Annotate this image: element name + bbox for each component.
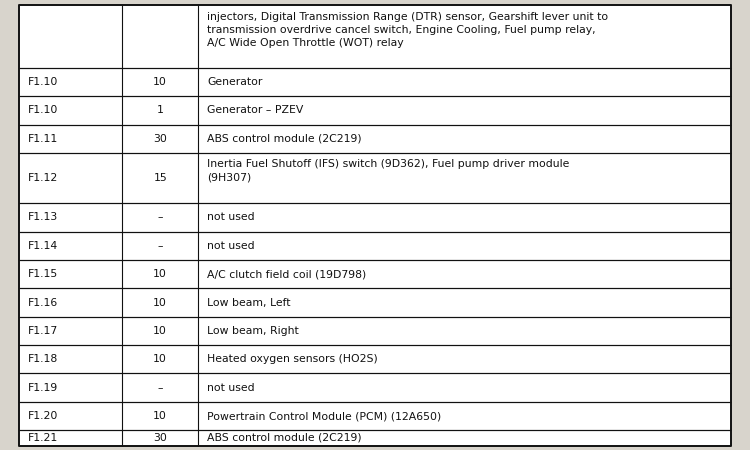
Text: 15: 15	[153, 173, 167, 183]
Text: 10: 10	[153, 269, 167, 279]
Text: 10: 10	[153, 354, 167, 364]
Text: F1.15: F1.15	[28, 269, 58, 279]
Text: –: –	[158, 382, 163, 393]
Text: not used: not used	[207, 382, 255, 393]
Text: F1.11: F1.11	[28, 134, 58, 144]
Text: F1.17: F1.17	[28, 326, 58, 336]
Text: F1.12: F1.12	[28, 173, 58, 183]
Text: F1.13: F1.13	[28, 212, 58, 222]
Text: A/C clutch field coil (19D798): A/C clutch field coil (19D798)	[207, 269, 367, 279]
Text: 10: 10	[153, 77, 167, 87]
Text: ABS control module (2C219): ABS control module (2C219)	[207, 134, 362, 144]
Text: not used: not used	[207, 212, 255, 222]
Text: Generator: Generator	[207, 77, 262, 87]
Text: not used: not used	[207, 241, 255, 251]
Text: 1: 1	[157, 105, 164, 115]
Text: F1.10: F1.10	[28, 77, 58, 87]
Text: 10: 10	[153, 297, 167, 307]
Text: ABS control module (2C219): ABS control module (2C219)	[207, 433, 362, 443]
Text: Heated oxygen sensors (HO2S): Heated oxygen sensors (HO2S)	[207, 354, 378, 364]
Text: F1.16: F1.16	[28, 297, 58, 307]
Text: Powertrain Control Module (PCM) (12A650): Powertrain Control Module (PCM) (12A650)	[207, 411, 442, 421]
Text: 30: 30	[153, 433, 167, 443]
Text: Inertia Fuel Shutoff (IFS) switch (9D362), Fuel pump driver module
(9H307): Inertia Fuel Shutoff (IFS) switch (9D362…	[207, 159, 570, 182]
Text: F1.14: F1.14	[28, 241, 58, 251]
Text: Low beam, Right: Low beam, Right	[207, 326, 299, 336]
Text: F1.20: F1.20	[28, 411, 58, 421]
Text: F1.19: F1.19	[28, 382, 58, 393]
Text: injectors, Digital Transmission Range (DTR) sensor, Gearshift lever unit to
tran: injectors, Digital Transmission Range (D…	[207, 12, 608, 49]
Text: Low beam, Left: Low beam, Left	[207, 297, 291, 307]
Text: 10: 10	[153, 326, 167, 336]
Text: 10: 10	[153, 411, 167, 421]
Text: F1.18: F1.18	[28, 354, 58, 364]
Text: F1.21: F1.21	[28, 433, 58, 443]
Text: –: –	[158, 241, 163, 251]
Text: F1.10: F1.10	[28, 105, 58, 115]
Text: –: –	[158, 212, 163, 222]
Text: 30: 30	[153, 134, 167, 144]
Text: Generator – PZEV: Generator – PZEV	[207, 105, 304, 115]
